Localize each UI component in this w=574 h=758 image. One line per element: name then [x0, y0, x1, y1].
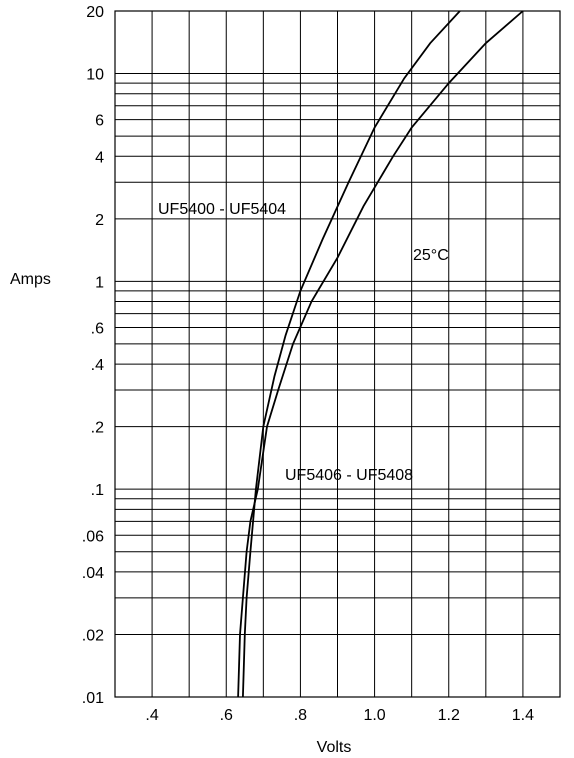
annotation-temperature: 25°C: [413, 247, 449, 264]
y-tick-label: .04: [82, 565, 104, 582]
x-tick-label: 1.2: [438, 707, 460, 724]
y-tick-label: .4: [91, 357, 104, 374]
y-tick-label: .1: [91, 482, 104, 499]
series-line-1: [242, 10, 461, 698]
x-tick-label: .8: [294, 707, 307, 724]
y-tick-label: 1: [95, 274, 104, 291]
annotation-uf5400-uf5404: UF5400 - UF5404: [158, 201, 286, 218]
y-tick-label: .02: [82, 627, 104, 644]
series: [237, 10, 524, 698]
y-tick-label: .2: [91, 420, 104, 437]
y-tick-label: 20: [86, 4, 104, 21]
y-tick-label: .6: [91, 320, 104, 337]
x-axis-label: Volts: [317, 739, 352, 756]
grid: [115, 11, 560, 697]
y-tick-label: .01: [82, 690, 104, 707]
y-tick-label: 10: [86, 67, 104, 84]
x-tick-label: .4: [145, 707, 158, 724]
y-tick-label: .06: [82, 528, 104, 545]
y-axis-label: Amps: [10, 271, 51, 288]
x-tick-label: 1.0: [363, 707, 385, 724]
y-tick-label: 6: [95, 113, 104, 130]
x-tick-label: .6: [220, 707, 233, 724]
tick-labels: .01 .02 .04 .06 .1 .2 .4 .6 1 2 4 6 10 20 .4 .6 .8 1.0 1.2…: [82, 4, 534, 724]
y-tick-label: 4: [95, 149, 104, 166]
x-tick-label: 1.4: [512, 707, 534, 724]
series-line-2: [237, 10, 524, 698]
y-tick-label: 2: [95, 212, 104, 229]
annotation-uf5406-uf5408: UF5406 - UF5408: [285, 467, 413, 484]
plot-frame: [114, 10, 561, 698]
